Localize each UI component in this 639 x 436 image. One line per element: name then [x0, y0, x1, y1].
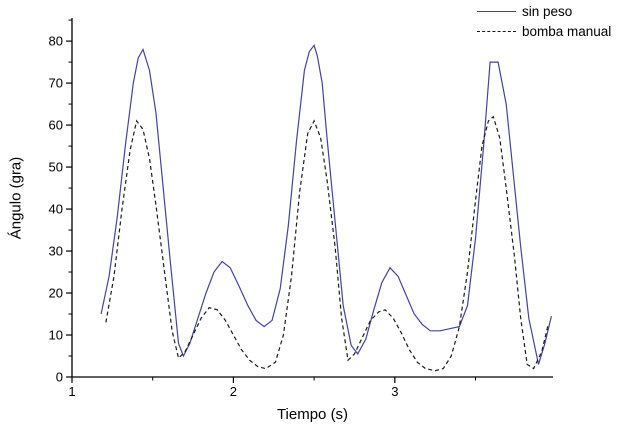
legend-line-solid-icon: [477, 10, 516, 12]
y-tick-label: 10: [49, 328, 63, 343]
legend-item-bomba-manual: bomba manual: [477, 21, 611, 41]
y-tick-label: 50: [49, 160, 63, 175]
x-tick-label: 2: [230, 384, 237, 399]
y-tick-label: 20: [49, 286, 63, 301]
y-tick-label: 30: [49, 244, 63, 259]
y-tick-label: 60: [49, 118, 63, 133]
legend-label: bomba manual: [522, 23, 612, 39]
legend-line-dashed-icon: [477, 30, 516, 32]
y-tick-label: 70: [49, 76, 63, 91]
y-tick-label: 0: [56, 370, 63, 385]
legend-item-sin-peso: sin peso: [477, 1, 611, 21]
y-axis-title: Ángulo (gra): [7, 156, 25, 240]
x-tick-label: 1: [68, 384, 75, 399]
x-tick-label: 3: [391, 384, 398, 399]
series-line-bomba-manual: [105, 115, 549, 372]
series-line-sin-peso: [100, 44, 552, 365]
y-tick-label: 80: [49, 34, 63, 49]
x-axis-title: Tiempo (s): [276, 406, 349, 423]
legend: sin peso bomba manual: [477, 1, 611, 41]
legend-label: sin peso: [522, 3, 573, 19]
y-tick-label: 40: [49, 202, 63, 217]
